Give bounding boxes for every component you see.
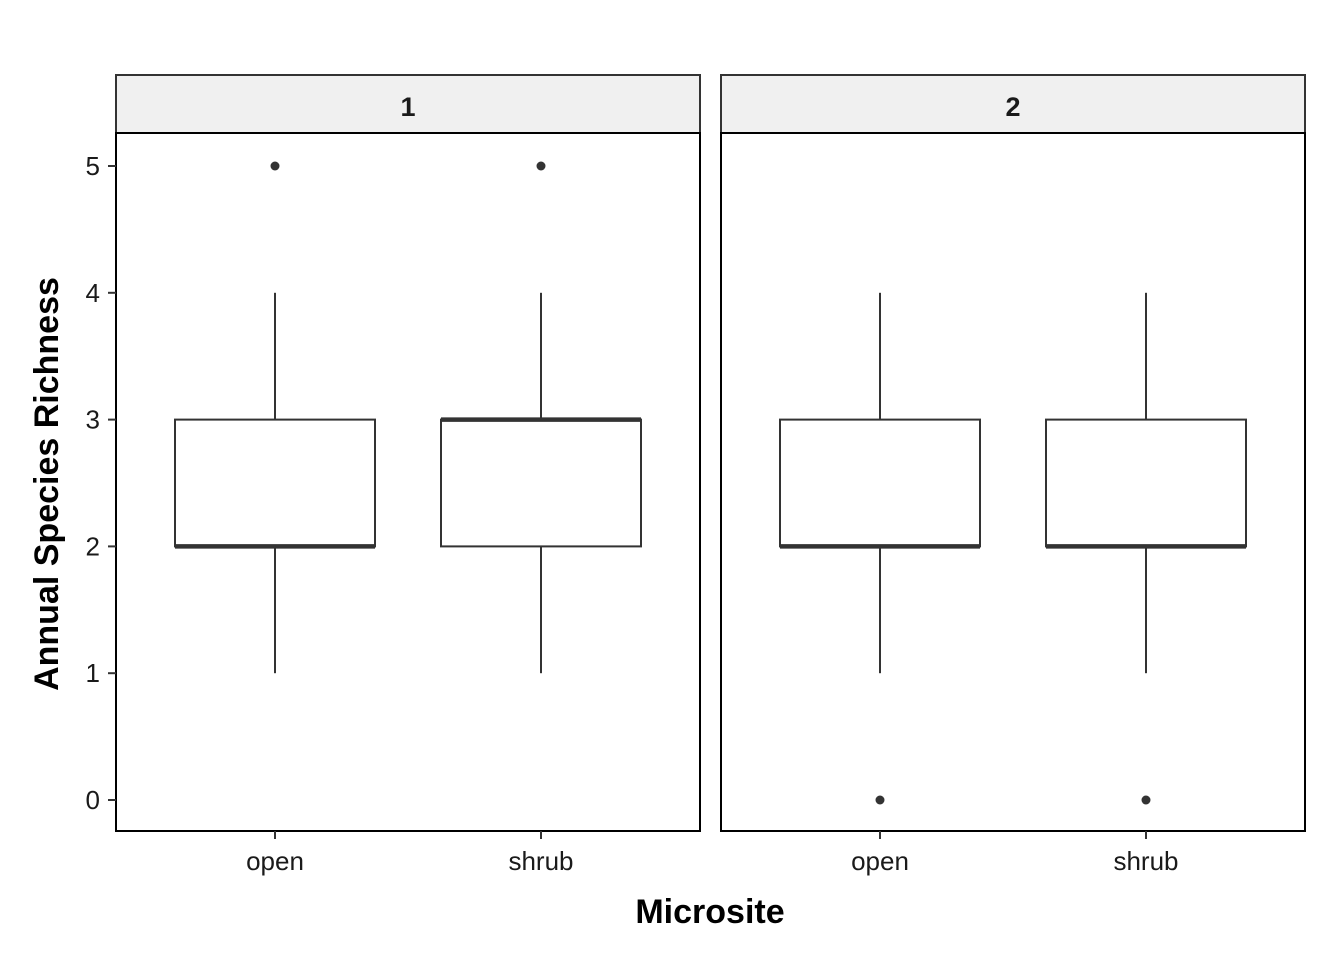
box-iqr [440,418,642,548]
y-tick-label: 4 [86,278,100,308]
outlier-point [536,161,546,171]
strip-label: 1 [400,92,415,122]
x-tick-label: shrub [508,846,573,876]
box-shrub [440,161,642,674]
strip-background [115,74,701,134]
y-tick-label: 3 [86,405,100,435]
panel-border [115,132,701,832]
y-tick-label: 1 [86,658,100,688]
x-tick-label: shrub [1113,846,1178,876]
box-shrub [1045,292,1247,805]
outlier-point [1141,795,1151,805]
panel-border [720,132,1306,832]
y-tick-label: 5 [86,151,100,181]
y-axis-title: Annual Species Richness [28,277,66,691]
y-tick-label: 2 [86,531,100,561]
x-tick-label: open [851,846,909,876]
box-open [174,161,376,674]
y-axis: 0 1 2 3 4 5 [86,151,116,815]
strip-label: 2 [1005,92,1020,122]
facet-panel-1: 1 open shrub [115,74,701,876]
box-open [779,292,981,805]
facet-panels: 1 open shrub 2 open shrub [115,74,1306,876]
strip-background [720,74,1306,134]
x-tick-label: open [246,846,304,876]
box-iqr [174,418,376,548]
box-iqr [779,418,981,548]
box-iqr [1045,418,1247,548]
outlier-point [270,161,280,171]
x-axis-title: Microsite [635,893,784,931]
outlier-point [875,795,885,805]
facet-panel-2: 2 open shrub [720,74,1306,876]
y-tick-label: 0 [86,785,100,815]
